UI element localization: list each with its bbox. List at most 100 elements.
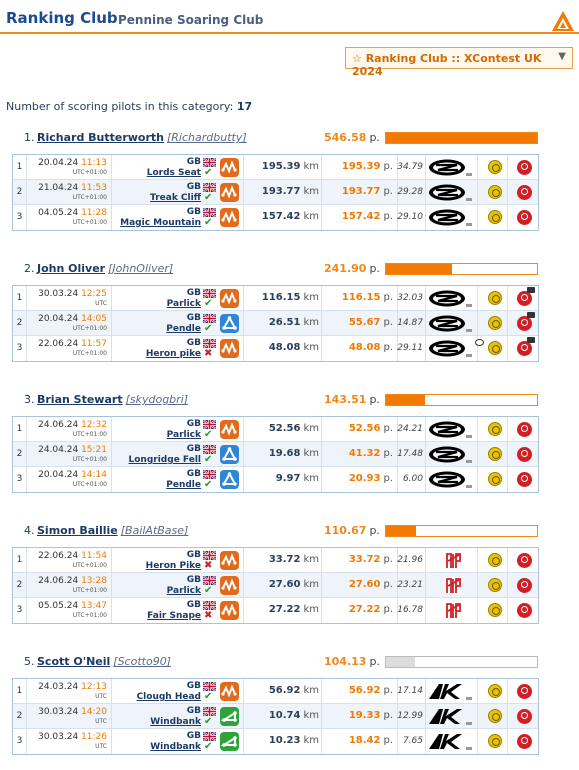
flight-info-coin-icon[interactable] xyxy=(488,185,502,199)
camera-icon[interactable] xyxy=(527,312,535,318)
column-divider xyxy=(477,286,478,311)
flight-launch-site-link[interactable]: Parlick xyxy=(166,299,201,309)
flat-triangle-icon[interactable] xyxy=(220,707,239,726)
column-divider xyxy=(507,598,508,623)
flight-info-coin-icon[interactable] xyxy=(488,709,502,723)
pilot-nickname[interactable]: [skydogbri] xyxy=(125,393,189,406)
flight-detail-magnifier-icon[interactable] xyxy=(517,684,532,699)
flight-info-coin-icon[interactable] xyxy=(488,447,502,461)
flight-launch-site-link[interactable]: Heron Pike xyxy=(145,561,201,571)
flight-detail-magnifier-icon[interactable] xyxy=(517,210,532,225)
score-bar-fill xyxy=(386,133,537,143)
flight-info-coin-icon[interactable] xyxy=(488,472,502,486)
flight-launch-site-link[interactable]: Heron pike xyxy=(145,349,201,359)
flight-timezone: UTC+01:00 xyxy=(72,325,107,332)
pilot-nickname[interactable]: [JohnOliver] xyxy=(108,262,174,275)
flight-info-coin-icon[interactable] xyxy=(488,553,502,567)
pilot-name-link[interactable]: Brian Stewart xyxy=(37,393,123,406)
flight-info-coin-icon[interactable] xyxy=(488,603,502,617)
flight-launch-site-link[interactable]: Windbank xyxy=(150,742,201,752)
flight-detail-magnifier-icon[interactable] xyxy=(517,422,532,437)
camera-icon[interactable] xyxy=(527,337,535,343)
column-divider xyxy=(397,336,398,361)
flight-info-coin-icon[interactable] xyxy=(488,684,502,698)
pilot-name-link[interactable]: Scott O'Neil xyxy=(37,655,111,668)
flight-detail-magnifier-icon[interactable] xyxy=(517,472,532,487)
pilot-total-value: 546.58 xyxy=(324,131,367,144)
flight-launch-site-link[interactable]: Clough Head xyxy=(136,692,201,702)
flight-distance-unit: km xyxy=(303,554,319,565)
column-divider xyxy=(397,573,398,598)
flight-detail-magnifier-icon[interactable] xyxy=(517,185,532,200)
flight-detail-magnifier-icon[interactable] xyxy=(517,553,532,568)
flight-timezone: UTC xyxy=(95,743,107,750)
pilot-nickname[interactable]: [Scotto90] xyxy=(113,655,171,668)
check-icon: ✔ xyxy=(204,691,213,702)
flight-launch-site-link[interactable]: Lords Seat xyxy=(146,168,201,178)
flight-launch-site-link[interactable]: Parlick xyxy=(166,586,201,596)
flight-launch-site-link[interactable]: Treak Cliff xyxy=(150,193,201,203)
flat-triangle-icon[interactable] xyxy=(220,732,239,751)
free-flight-icon[interactable] xyxy=(220,339,239,358)
triangle-icon[interactable] xyxy=(220,470,239,489)
flight-info-coin-icon[interactable] xyxy=(488,291,502,305)
free-flight-icon[interactable] xyxy=(220,601,239,620)
free-flight-icon[interactable] xyxy=(220,420,239,439)
flight-timezone: UTC+01:00 xyxy=(72,612,107,619)
flight-info-coin-icon[interactable] xyxy=(488,341,502,355)
flight-detail-magnifier-icon[interactable] xyxy=(517,447,532,462)
flight-launch-site-link[interactable]: Fair Snape xyxy=(147,611,201,621)
free-flight-icon[interactable] xyxy=(220,208,239,227)
flight-date: 21.04.24 11:53 xyxy=(31,183,107,193)
pilot-total-unit: p. xyxy=(369,262,380,275)
flight-country: GB xyxy=(186,444,201,454)
flight-launch-site-link[interactable]: Longridge Fell xyxy=(128,455,201,465)
flight-timezone: UTC xyxy=(95,693,107,700)
free-flight-icon[interactable] xyxy=(220,158,239,177)
triangle-icon[interactable] xyxy=(220,445,239,464)
ranking-select[interactable]: ☆ Ranking Club :: XContest UK 2024 ▼ xyxy=(345,47,573,78)
flight-detail-magnifier-icon[interactable] xyxy=(517,603,532,618)
flight-points: 19.33 p. xyxy=(319,710,393,721)
pilot-total-points: 104.13 p. xyxy=(324,655,380,668)
comment-bubble-icon[interactable] xyxy=(475,339,484,346)
flight-detail-magnifier-icon[interactable] xyxy=(517,341,532,356)
camera-icon[interactable] xyxy=(527,287,535,293)
flight-launch-site-link[interactable]: Windbank xyxy=(150,717,201,727)
pilot-name-link[interactable]: Simon Baillie xyxy=(37,524,118,537)
flight-info-coin-icon[interactable] xyxy=(488,734,502,748)
flight-detail-magnifier-icon[interactable] xyxy=(517,734,532,749)
flight-detail-magnifier-icon[interactable] xyxy=(517,291,532,306)
column-divider xyxy=(321,598,322,623)
flight-launch-site-link[interactable]: Magic Mountain xyxy=(120,218,201,228)
flight-info-coin-icon[interactable] xyxy=(488,160,502,174)
free-flight-icon[interactable] xyxy=(220,183,239,202)
triangle-icon[interactable] xyxy=(220,314,239,333)
free-flight-icon[interactable] xyxy=(220,289,239,308)
flight-info-coin-icon[interactable] xyxy=(488,422,502,436)
column-divider xyxy=(477,704,478,729)
flight-detail-magnifier-icon[interactable] xyxy=(517,160,532,175)
flight-info-coin-icon[interactable] xyxy=(488,578,502,592)
advance-logo xyxy=(427,732,472,751)
pilot-nickname[interactable]: [BailAtBase] xyxy=(120,524,189,537)
flight-detail-magnifier-icon[interactable] xyxy=(517,578,532,593)
flight-info-coin-icon[interactable] xyxy=(488,210,502,224)
flight-launch-site-link[interactable]: Pendle xyxy=(166,324,201,334)
column-divider xyxy=(321,417,322,442)
column-divider xyxy=(321,336,322,361)
free-flight-icon[interactable] xyxy=(220,551,239,570)
flight-index: 1 xyxy=(13,679,27,704)
pilot-nickname[interactable]: [Richardbutty] xyxy=(167,131,247,144)
flight-launch-site-link[interactable]: Parlick xyxy=(166,430,201,440)
flight-info-coin-icon[interactable] xyxy=(488,316,502,330)
pilot-name-link[interactable]: John Oliver xyxy=(37,262,106,275)
free-flight-icon[interactable] xyxy=(220,576,239,595)
flight-launch-site-link[interactable]: Pendle xyxy=(166,480,201,490)
flight-date: 04.05.24 11:28 xyxy=(31,208,107,218)
flight-date-value: 20.04.24 xyxy=(38,158,79,168)
flight-detail-magnifier-icon[interactable] xyxy=(517,709,532,724)
flight-detail-magnifier-icon[interactable] xyxy=(517,316,532,331)
pilot-name-link[interactable]: Richard Butterworth xyxy=(37,131,164,144)
free-flight-icon[interactable] xyxy=(220,682,239,701)
